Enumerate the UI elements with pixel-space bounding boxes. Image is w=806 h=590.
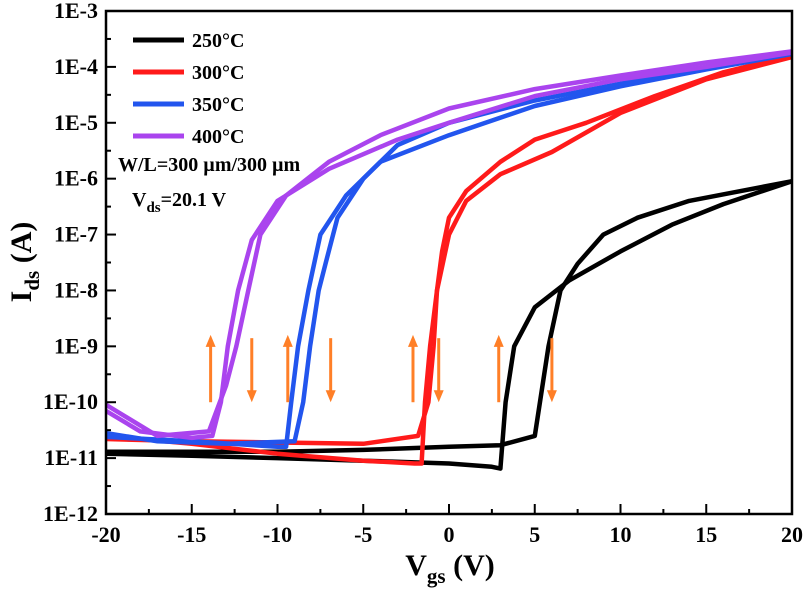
- x-tick-label: -10: [263, 522, 292, 547]
- y-axis-title-main: I: [5, 291, 38, 303]
- y-tick-label: 1E-4: [54, 54, 98, 79]
- annotation-vds: Vds=20.1 V: [132, 189, 227, 216]
- x-tick-label: -15: [177, 522, 206, 547]
- series-350C-reverse-line: [106, 50, 792, 447]
- y-tick-label: 1E-7: [54, 222, 98, 247]
- series-250C-forward-line: [106, 178, 792, 471]
- x-tick-label: -20: [91, 522, 120, 547]
- sweep-arrow-head: [205, 334, 216, 347]
- sweep-arrow-up: [407, 334, 418, 403]
- sweep-arrow-head: [282, 334, 293, 347]
- y-tick-label: 1E-8: [54, 277, 98, 302]
- x-axis-title-main: V: [405, 549, 427, 582]
- sweep-arrow-head: [246, 390, 257, 403]
- legend-label-350C: 350°C: [192, 94, 244, 116]
- x-tick-label: 20: [781, 522, 803, 547]
- annotation-vds-main: V: [132, 189, 147, 211]
- sweep-arrow-head: [493, 334, 504, 347]
- arrow-layer: [205, 334, 557, 403]
- series-400C-forward-line: [106, 50, 792, 441]
- sweep-arrow-head: [325, 390, 336, 403]
- legend-label-400C: 400°C: [192, 126, 244, 148]
- legend: 250°C 300°C 350°C 400°C: [133, 30, 244, 148]
- y-tick-label: 1E-12: [43, 501, 98, 526]
- legend-label-300C: 300°C: [192, 62, 244, 84]
- series-300C-reverse-line: [106, 53, 792, 447]
- plot-area: [104, 9, 794, 516]
- x-tick-label: 10: [610, 522, 632, 547]
- y-tick-label: 1E-10: [43, 389, 98, 414]
- y-tick-label: 1E-9: [54, 333, 98, 358]
- x-axis-title-sub: gs: [427, 564, 446, 588]
- series-layer: [106, 49, 792, 471]
- y-axis-title: Ids (A): [5, 222, 44, 303]
- series-250C-reverse-line: [106, 178, 792, 454]
- sweep-arrow-up: [282, 334, 293, 403]
- annotation-wl: W/L=300 µm/300 µm: [118, 154, 301, 176]
- y-axis-title-sub: ds: [20, 271, 44, 291]
- sweep-arrow-head: [407, 334, 418, 347]
- y-tick-label: 1E-3: [54, 0, 98, 23]
- x-tick-label: 5: [529, 522, 540, 547]
- legend-label-250C: 250°C: [192, 30, 244, 52]
- y-tick-label: 1E-5: [54, 110, 98, 135]
- series-350C-forward-line: [106, 51, 792, 449]
- sweep-arrow-head: [433, 390, 444, 403]
- x-tick-label: -5: [354, 522, 372, 547]
- x-axis: -20 -15 -10 -5 0 5 10 15 20: [91, 504, 803, 547]
- x-axis-title-rest: (V): [446, 549, 495, 582]
- y-axis-title-rest: (A): [5, 222, 38, 271]
- x-tick-label: 15: [695, 522, 717, 547]
- y-axis: 1E-12 1E-11 1E-10 1E-9 1E-8 1E-7 1E-6 1E-5 1E-4 1…: [43, 0, 116, 526]
- sweep-arrow-head: [546, 390, 557, 403]
- annotation-vds-rest: =20.1 V: [161, 189, 227, 211]
- x-tick-label: 0: [444, 522, 455, 547]
- x-axis-title: Vgs (V): [405, 549, 495, 588]
- annotation-vds-sub: ds: [146, 200, 160, 216]
- series-400C-reverse-line: [106, 49, 792, 439]
- sweep-arrow-down: [433, 338, 444, 403]
- sweep-arrow-down: [246, 338, 257, 403]
- sweep-arrow-down: [325, 338, 336, 403]
- y-tick-label: 1E-11: [44, 445, 98, 470]
- series-300C-forward-line: [106, 54, 792, 466]
- sweep-arrow-up: [205, 334, 216, 403]
- sweep-arrow-up: [493, 334, 504, 403]
- sweep-arrow-down: [546, 338, 557, 403]
- y-tick-label: 1E-6: [54, 166, 98, 191]
